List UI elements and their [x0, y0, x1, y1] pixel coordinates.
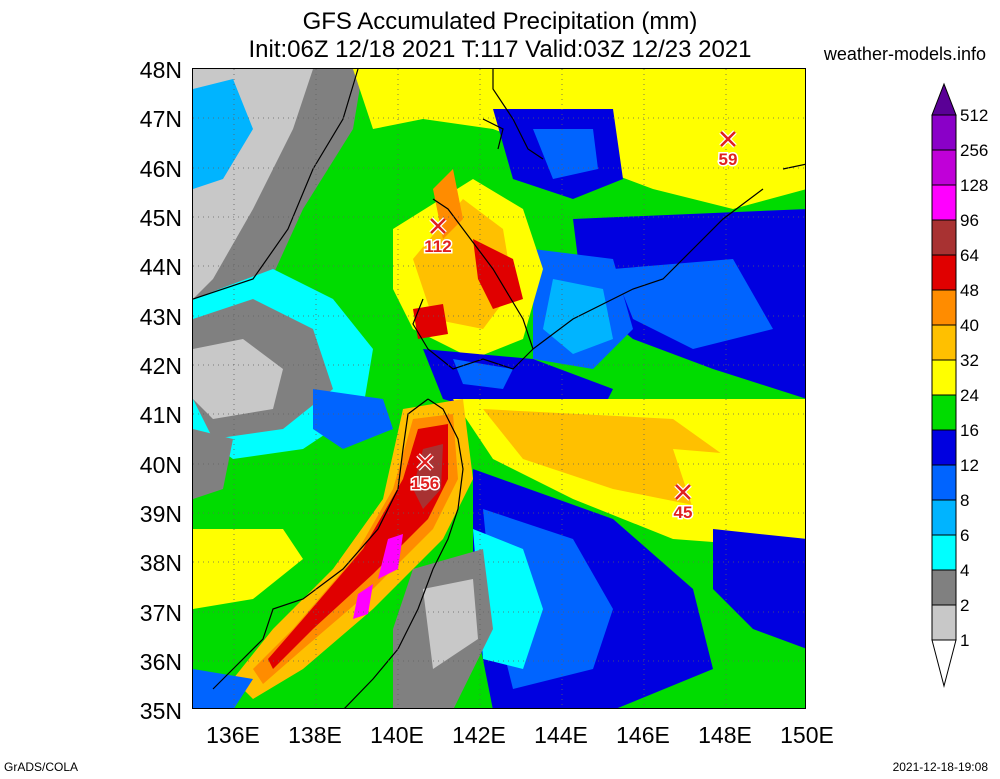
lon-tick: 140E	[370, 722, 424, 748]
lon-tick: 150E	[780, 722, 834, 748]
lat-tick: 39N	[139, 501, 182, 527]
lat-tick: 48N	[139, 57, 182, 83]
footer-credit: GrADS/COLA	[4, 760, 79, 774]
legend-label: 1	[960, 631, 970, 650]
lon-tick: 148E	[698, 722, 752, 748]
legend-swatch-64	[931, 254, 957, 291]
legend-swatch-128	[931, 184, 957, 221]
legend-swatch-256	[931, 149, 957, 186]
lat-tick: 46N	[139, 156, 182, 182]
max-marker-hokkaido: 112	[423, 217, 453, 258]
legend-label: 512	[960, 106, 989, 125]
legend-label: 2	[960, 596, 970, 615]
max-value-label: 59	[719, 150, 738, 169]
legend-swatch-8	[931, 499, 957, 536]
lon-tick: 136E	[206, 722, 260, 748]
lat-tick: 42N	[139, 353, 182, 379]
lat-tick: 47N	[139, 106, 182, 132]
lat-tick: 35N	[139, 698, 182, 724]
legend-label: 128	[960, 176, 989, 195]
precipitation-map: 112 156 59 45	[192, 68, 806, 709]
legend-label: 12	[960, 456, 979, 475]
legend-label: 8	[960, 491, 970, 510]
legend-swatch-512	[931, 114, 957, 151]
lon-tick: 146E	[616, 722, 670, 748]
map-title: GFS Accumulated Precipitation (mm)	[302, 8, 698, 35]
legend-label: 256	[960, 141, 989, 160]
max-value-label: 156	[411, 474, 439, 493]
legend-swatch-96	[931, 219, 957, 256]
max-marker-tohoku: 156	[409, 453, 441, 495]
legend-swatch-2	[931, 604, 957, 641]
footer-timestamp: 2021-12-18-19:08	[892, 760, 988, 774]
marker-layer: 112 156 59 45	[409, 130, 739, 524]
legend-label: 24	[960, 386, 979, 405]
legend-swatch-16	[931, 429, 957, 466]
lon-tick: 138E	[288, 722, 342, 748]
legend-colorbar	[931, 82, 957, 688]
legend-label: 16	[960, 421, 979, 440]
legend-swatch-40	[931, 324, 957, 361]
legend-swatch-24	[931, 394, 957, 431]
lon-tick: 144E	[534, 722, 588, 748]
legend-top-arrow	[931, 82, 957, 116]
legend-label: 32	[960, 351, 979, 370]
legend-label: 64	[960, 246, 979, 265]
lat-tick: 45N	[139, 205, 182, 231]
max-marker-kuril: 59	[717, 130, 739, 171]
legend-swatch-4	[931, 569, 957, 606]
legend-label: 4	[960, 561, 970, 580]
legend-swatch-6	[931, 534, 957, 571]
lon-tick: 142E	[452, 722, 506, 748]
legend-swatch-12	[931, 464, 957, 501]
map-subtitle: Init:06Z 12/18 2021 T:117 Valid:03Z 12/2…	[248, 36, 752, 63]
legend-swatch-32	[931, 359, 957, 396]
lat-tick: 43N	[139, 304, 182, 330]
source-site: weather-models.info	[823, 44, 986, 64]
lat-tick: 44N	[139, 254, 182, 280]
legend-label: 6	[960, 526, 970, 545]
lat-tick: 38N	[139, 550, 182, 576]
legend-swatch-48	[931, 289, 957, 326]
legend-label: 96	[960, 211, 979, 230]
lat-tick: 36N	[139, 649, 182, 675]
precip-field	[193, 69, 805, 708]
lat-tick: 41N	[139, 402, 182, 428]
legend-label: 48	[960, 281, 979, 300]
max-marker-pacific: 45	[672, 483, 694, 524]
legend-label: 40	[960, 316, 979, 335]
lat-tick: 37N	[139, 600, 182, 626]
lat-tick: 40N	[139, 452, 182, 478]
max-value-label: 45	[674, 503, 693, 522]
max-value-label: 112	[424, 237, 451, 256]
legend-bottom-arrow	[931, 639, 957, 688]
